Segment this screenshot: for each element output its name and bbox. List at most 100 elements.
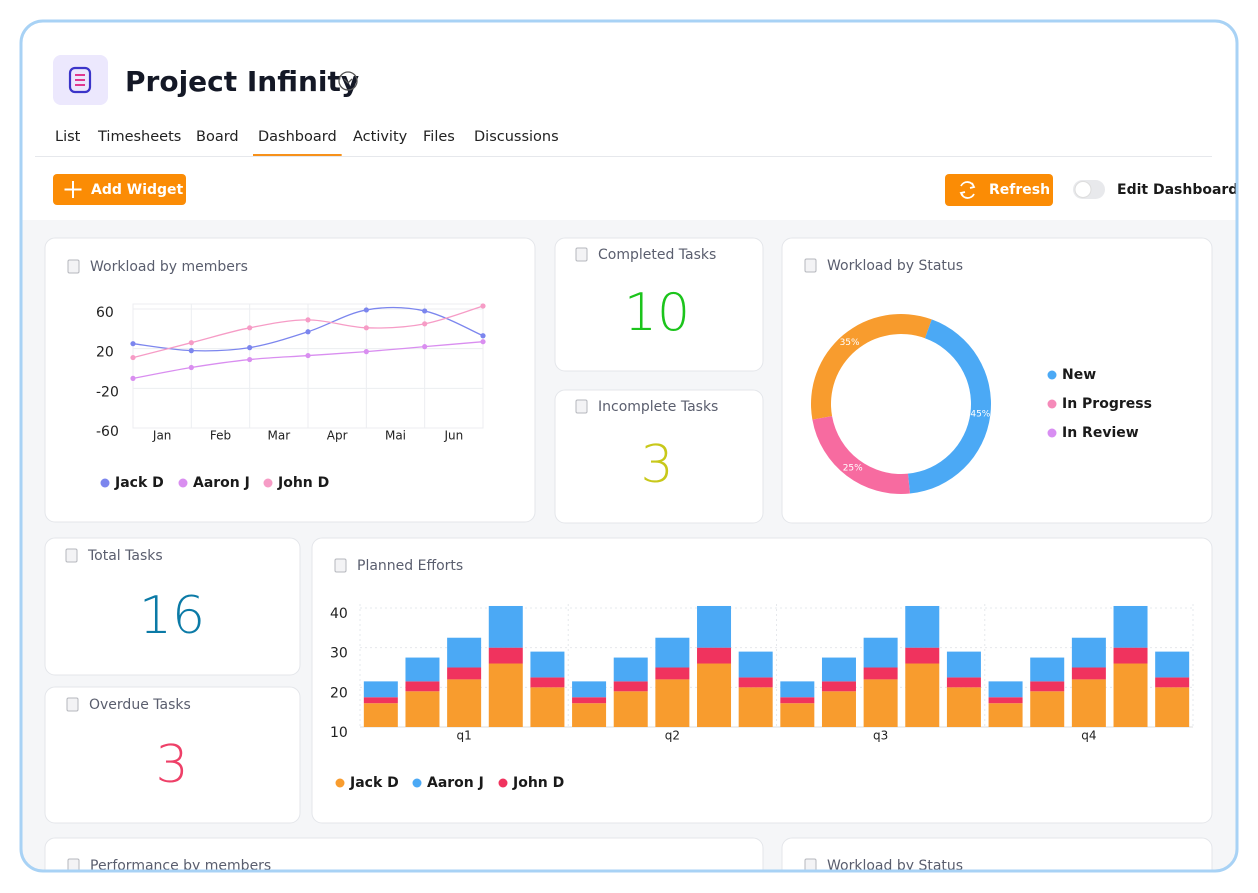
slice-label: 35%: [840, 338, 860, 348]
data-point: [247, 345, 253, 351]
data-point: [363, 307, 369, 313]
legend-dot: [412, 778, 422, 788]
widget-icon: [66, 697, 79, 712]
legend-dot: [498, 778, 508, 788]
bar-segment: [613, 681, 648, 692]
data-point: [422, 344, 428, 350]
refresh-label: Refresh: [989, 182, 1050, 198]
legend-dot: [263, 478, 273, 488]
data-point: [363, 349, 369, 355]
bar-segment: [738, 677, 773, 688]
widget-card: [554, 389, 764, 524]
bar-segment: [655, 637, 690, 668]
x-tick-label: q4: [1081, 729, 1096, 743]
widget-icon: [334, 558, 347, 573]
title-dropdown[interactable]: [338, 71, 358, 91]
stat-value: 10: [624, 283, 690, 343]
tab[interactable]: List: [55, 129, 81, 145]
legend-label: In Progress: [1062, 396, 1152, 412]
tab[interactable]: Discussions: [474, 129, 559, 145]
project-title: Project Infinity: [125, 65, 359, 98]
tab-underline: [253, 154, 342, 156]
bar-segment: [697, 647, 732, 664]
bar-segment: [946, 651, 981, 678]
widget-card: [781, 237, 1213, 524]
legend-dot: [1047, 428, 1057, 438]
stat-value: 16: [139, 586, 205, 646]
bar-segment: [530, 687, 565, 727]
bar-segment: [863, 679, 898, 727]
tab[interactable]: Board: [196, 129, 239, 145]
x-tick-label: q1: [456, 729, 471, 743]
tab[interactable]: Files: [423, 129, 455, 145]
widget-title: Workload by members: [90, 259, 248, 275]
widget-card: [554, 237, 764, 372]
bar-segment: [1155, 677, 1190, 688]
x-tick-label: q2: [665, 729, 680, 743]
donut-slice: [812, 416, 910, 494]
data-point: [422, 321, 428, 327]
bar-segment: [572, 697, 607, 704]
tab[interactable]: Timesheets: [97, 129, 181, 145]
bar-segment: [613, 691, 648, 727]
x-tick-label: Mai: [385, 429, 406, 443]
refresh-button[interactable]: [945, 174, 1053, 206]
bar-segment: [738, 651, 773, 678]
x-tick-label: Apr: [327, 429, 348, 443]
edit-toggle-knob: [1074, 181, 1092, 198]
bar-segment: [655, 679, 690, 727]
donut-slice: [907, 319, 991, 494]
bar-segment: [613, 657, 648, 682]
data-point: [188, 364, 194, 371]
bar-segment: [488, 663, 523, 727]
add-widget-button[interactable]: [53, 174, 186, 205]
y-tick-label: 20: [330, 685, 348, 701]
slice-label: 25%: [843, 463, 863, 473]
data-point: [480, 339, 486, 345]
bar-segment: [1155, 687, 1190, 727]
data-point: [305, 352, 311, 359]
legend-dot: [178, 478, 188, 488]
bar-segment: [488, 605, 523, 648]
bar-segment: [1030, 681, 1065, 692]
y-tick-label: 60: [96, 305, 114, 321]
y-tick-label: -60: [96, 424, 119, 440]
widget-icon: [804, 258, 817, 273]
data-point: [188, 348, 194, 354]
widget-title: Completed Tasks: [598, 247, 716, 263]
legend-label: Jack D: [349, 775, 399, 791]
bar-segment: [447, 637, 482, 668]
widget-title: Total Tasks: [87, 548, 163, 564]
bar-segment: [1113, 647, 1148, 664]
stat-value: 3: [155, 735, 188, 795]
bar-segment: [447, 679, 482, 727]
bar-segment: [1030, 657, 1065, 682]
bar-segment: [863, 637, 898, 668]
data-point: [130, 354, 136, 361]
add-widget-label: Add Widget: [91, 182, 184, 198]
refresh-icon: [959, 181, 976, 199]
bar-segment: [738, 687, 773, 727]
widget-card: [44, 686, 301, 824]
y-tick-label: 20: [96, 345, 114, 361]
bar-segment: [405, 691, 440, 727]
data-point: [480, 303, 486, 309]
bar-segment: [780, 681, 815, 698]
x-tick-label: q3: [873, 729, 888, 743]
data-point: [305, 329, 311, 335]
widget-title: Incomplete Tasks: [598, 399, 718, 415]
x-tick-label: Jun: [443, 429, 463, 443]
widget-title: Planned Efforts: [357, 558, 463, 574]
frame-border: [19, 19, 1239, 873]
bar-segment: [821, 657, 856, 682]
tab[interactable]: Activity: [353, 129, 408, 145]
bar-segment: [1071, 637, 1106, 668]
tab[interactable]: Dashboard: [258, 129, 337, 145]
legend-dot: [100, 478, 110, 488]
data-point: [480, 333, 486, 339]
legend-label: Aaron J: [193, 475, 250, 491]
data-point: [363, 325, 369, 331]
widget-title: Overdue Tasks: [89, 697, 191, 713]
y-tick-label: 40: [330, 606, 348, 622]
